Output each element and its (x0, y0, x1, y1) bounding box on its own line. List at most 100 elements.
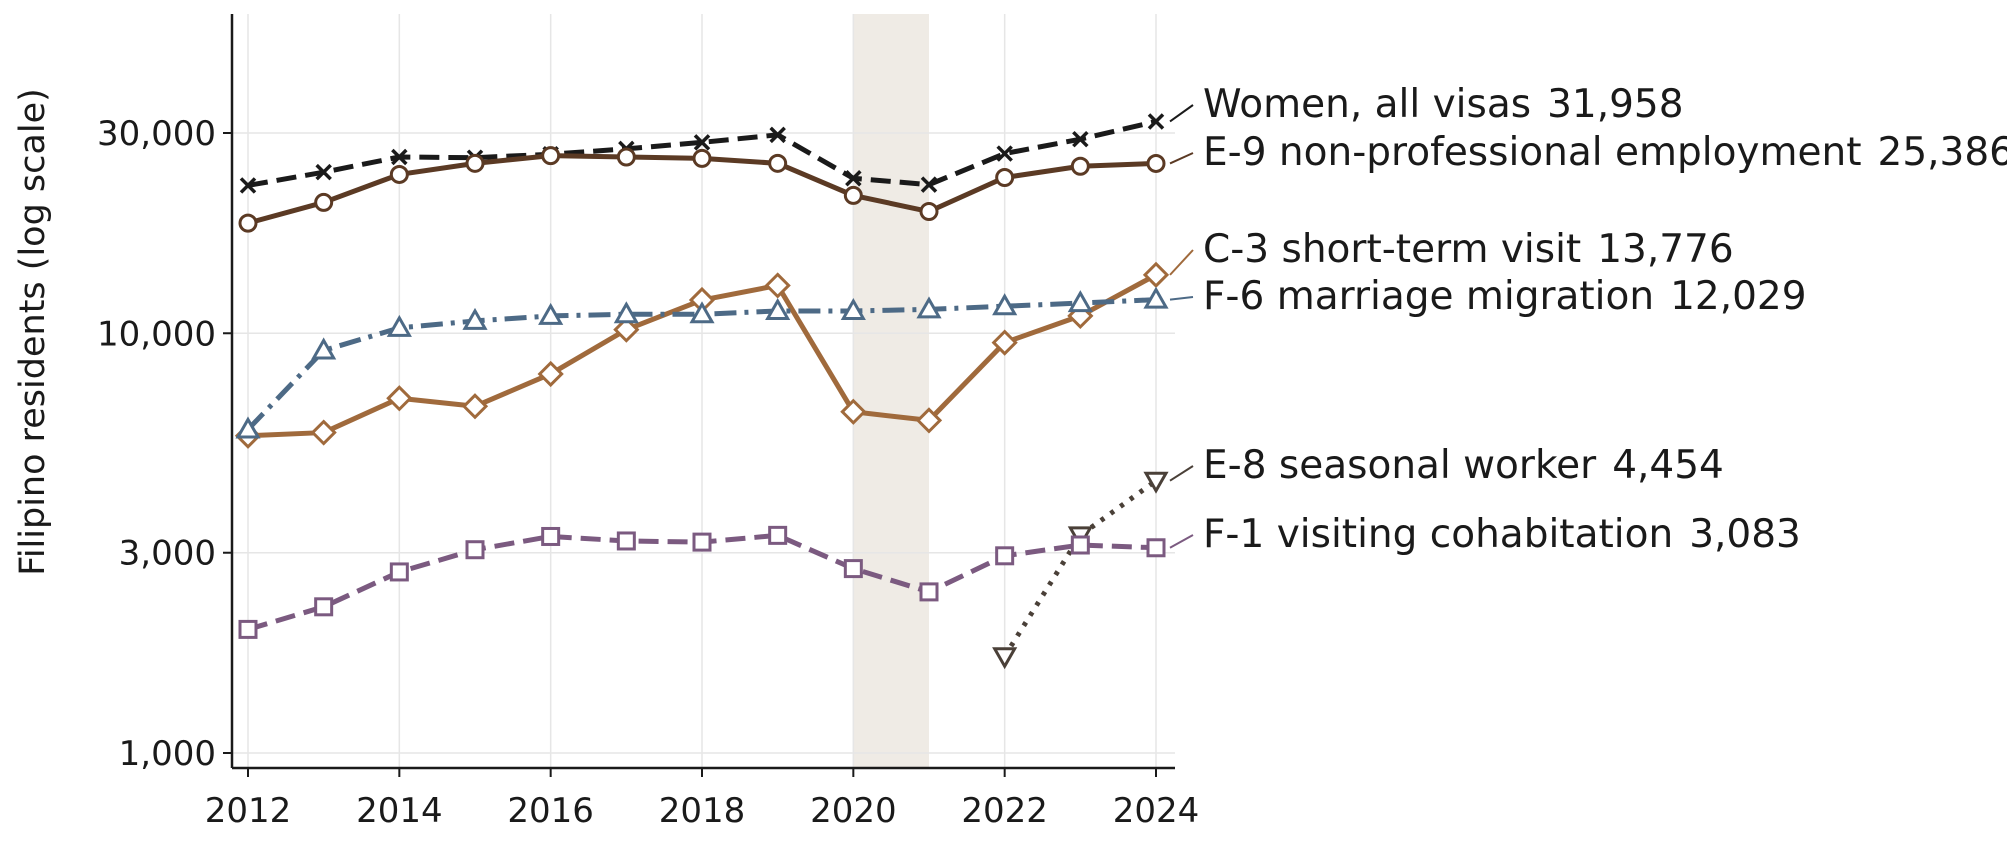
series-end-value: 12,029 (1670, 274, 1806, 319)
x-marker (769, 126, 786, 144)
square-marker (1070, 535, 1090, 555)
series-end-value: 3,083 (1689, 512, 1801, 557)
triangle-up-marker (613, 301, 639, 324)
triangle-up-marker (689, 301, 715, 324)
series-name: F-1 visiting cohabitation (1203, 512, 1673, 557)
x-marker-stroke (845, 170, 862, 187)
x-tick-label: 2014 (356, 791, 443, 831)
circle-marker (541, 146, 561, 166)
series-f-6-marriage-migration (235, 286, 1169, 439)
x-marker-stroke (769, 126, 786, 144)
x-marker-stroke (239, 177, 257, 194)
x-marker (315, 163, 332, 181)
square-marker (238, 619, 258, 639)
x-marker-stroke (996, 145, 1013, 162)
square-marker (995, 546, 1015, 566)
x-tick-label: 2012 (205, 791, 292, 831)
series-end-label: Women, all visas 31,958 (1203, 82, 1684, 127)
y-tick-label: 3,000 (119, 534, 216, 574)
diamond-marker (310, 419, 337, 446)
x-marker (845, 170, 862, 187)
triangle-down-marker (992, 647, 1018, 670)
square-marker (314, 597, 334, 617)
y-tick-label: 30,000 (97, 114, 216, 154)
series-end-label: F-1 visiting cohabitation 3,083 (1203, 512, 1801, 557)
circle-marker (919, 202, 939, 222)
y-axis-title: Filipino residents (log scale) (13, 88, 53, 576)
triangle-up-marker (916, 296, 942, 319)
circle-marker (314, 192, 334, 212)
series-end-value: 13,776 (1597, 227, 1733, 272)
x-marker-stroke (391, 148, 408, 166)
x-marker-stroke (1147, 113, 1165, 130)
series-e-8-seasonal-worker (992, 471, 1169, 670)
diamond-marker (991, 329, 1018, 356)
series-name: F-6 marriage migration (1203, 274, 1654, 319)
circle-marker (1070, 156, 1090, 176)
triangle-up-marker (1067, 290, 1093, 313)
square-marker (389, 562, 409, 582)
series-end-label: F-6 marriage migration 12,029 (1203, 274, 1807, 319)
square-marker (465, 540, 485, 560)
diamond-marker (1142, 261, 1170, 288)
x-marker (920, 176, 938, 193)
square-marker (616, 531, 636, 551)
x-marker (239, 177, 257, 194)
series-f-1-visiting-cohabitation (238, 525, 1166, 639)
series-end-value: 25,386 (1878, 130, 2007, 175)
series-end-value: 4,454 (1612, 443, 1724, 488)
series-end-value: 31,958 (1547, 82, 1683, 127)
circle-marker (995, 168, 1015, 188)
series-name: Women, all visas (1203, 82, 1531, 127)
label-leader-line (1169, 152, 1194, 165)
series-name: E-8 seasonal worker (1203, 443, 1597, 488)
circle-marker (465, 153, 485, 173)
x-marker (693, 134, 711, 151)
y-tick-label: 10,000 (97, 314, 216, 354)
x-marker (1147, 113, 1165, 130)
x-marker-stroke (693, 134, 711, 151)
x-tick-label: 2022 (961, 791, 1048, 831)
square-marker (843, 559, 863, 579)
diamond-marker (386, 385, 413, 412)
x-marker (391, 148, 408, 166)
square-marker (692, 532, 712, 552)
diamond-marker (915, 407, 943, 434)
shaded-period-band (853, 14, 929, 768)
label-leader-line (1169, 296, 1194, 301)
circle-marker (768, 153, 788, 173)
square-marker (1146, 538, 1166, 558)
series-e-9-non-professional-employment (238, 146, 1166, 233)
series-name: C-3 short-term visit (1203, 227, 1581, 272)
x-tick-label: 2018 (659, 791, 746, 831)
label-leader-line (1169, 104, 1194, 123)
diamond-marker (461, 393, 489, 420)
series-c-3-short-term-visit (234, 261, 1170, 449)
square-marker (768, 525, 788, 545)
series-line (1002, 478, 1158, 658)
circle-marker (1146, 153, 1166, 173)
triangle-up-marker (311, 337, 337, 360)
series-women-all-visas (239, 113, 1165, 194)
triangle-up-marker (992, 293, 1018, 316)
x-marker (996, 145, 1013, 162)
square-marker (541, 526, 561, 546)
diamond-marker (537, 360, 564, 388)
label-leader-line (1169, 534, 1194, 549)
triangle-up-marker (840, 297, 866, 320)
x-marker-stroke (920, 176, 938, 193)
x-marker (1072, 130, 1089, 148)
circle-marker (238, 213, 258, 233)
triangle-up-marker (538, 302, 564, 325)
x-tick-label: 2020 (810, 791, 897, 831)
triangle-up-marker (462, 307, 488, 330)
label-leader-line (1169, 249, 1194, 276)
triangle-up-marker (235, 416, 261, 439)
triangle-up-marker (765, 297, 791, 320)
x-tick-label: 2024 (1113, 791, 1200, 831)
circle-marker (692, 148, 712, 168)
square-marker (919, 582, 939, 602)
triangle-up-marker (386, 314, 412, 337)
y-tick-label: 1,000 (119, 734, 216, 774)
